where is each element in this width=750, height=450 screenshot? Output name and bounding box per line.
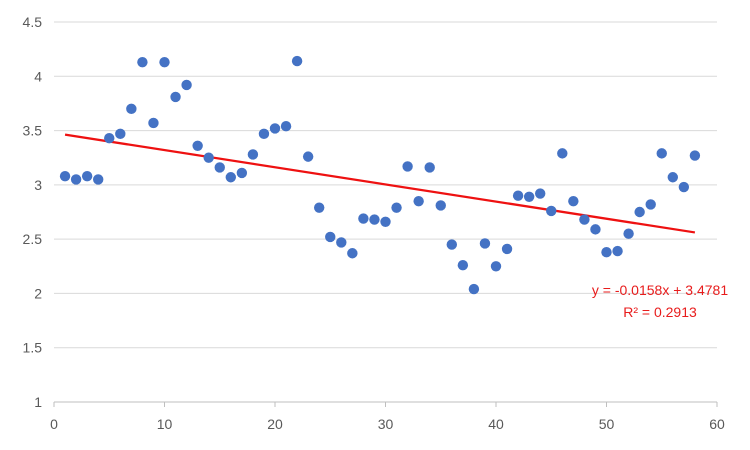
data-point-0-13 xyxy=(203,152,214,163)
data-point-0-26 xyxy=(347,248,358,259)
data-point-0-12 xyxy=(192,140,203,151)
data-point-0-37 xyxy=(468,283,480,295)
x-tick-label-50: 50 xyxy=(599,416,615,432)
data-point-0-44 xyxy=(546,205,557,217)
data-point-0-42 xyxy=(523,191,535,202)
data-point-0-7 xyxy=(137,56,148,68)
data-point-0-32 xyxy=(413,195,424,207)
data-point-0-56 xyxy=(678,181,690,193)
y-tick-label-1.5: 1.5 xyxy=(23,340,43,356)
data-point-0-43 xyxy=(535,188,546,199)
data-point-0-47 xyxy=(579,214,590,225)
data-points xyxy=(59,55,701,295)
data-point-0-6 xyxy=(126,103,137,115)
data-point-0-3 xyxy=(93,174,104,185)
data-point-0-11 xyxy=(181,79,192,91)
tick-labels: 1 1.5 2 2.5 3 3.5 4 4.5 0 10 20 30 40 50 60 xyxy=(23,14,725,432)
data-point-0-24 xyxy=(325,231,336,243)
data-point-0-1 xyxy=(70,174,82,185)
data-point-0-39 xyxy=(490,261,502,272)
r-squared-label: R² = 0.2913 xyxy=(623,304,697,320)
data-point-0-21 xyxy=(291,55,303,67)
x-tick-label-0: 0 xyxy=(50,416,58,432)
data-point-0-8 xyxy=(148,117,159,129)
trendline-equation: y = -0.0158x + 3.4781 xyxy=(592,282,728,298)
x-tick-label-60: 60 xyxy=(709,416,725,432)
y-tick-label-2: 2 xyxy=(34,285,42,301)
data-point-0-35 xyxy=(446,239,457,250)
data-point-0-28 xyxy=(369,214,380,225)
y-tick-label-4: 4 xyxy=(34,68,42,84)
data-point-0-48 xyxy=(590,224,601,235)
data-point-0-0 xyxy=(59,170,71,182)
data-point-0-29 xyxy=(380,216,391,227)
data-point-0-16 xyxy=(236,167,248,179)
data-point-0-34 xyxy=(435,200,446,211)
data-point-0-23 xyxy=(314,202,325,213)
data-point-0-15 xyxy=(225,172,236,183)
data-point-0-40 xyxy=(501,243,513,255)
trendline-layer xyxy=(64,133,696,234)
data-point-0-31 xyxy=(402,161,413,172)
data-point-0-22 xyxy=(302,151,314,162)
data-point-0-4 xyxy=(104,132,115,144)
data-point-0-36 xyxy=(457,260,469,271)
y-tick-label-3.5: 3.5 xyxy=(23,123,43,139)
data-point-0-41 xyxy=(512,190,524,201)
data-point-0-5 xyxy=(115,128,126,140)
data-point-0-53 xyxy=(645,199,656,210)
data-point-0-49 xyxy=(601,246,612,258)
data-point-0-46 xyxy=(568,195,579,207)
x-tick-label-40: 40 xyxy=(488,416,504,432)
y-tick-label-1: 1 xyxy=(34,394,42,410)
data-point-0-54 xyxy=(656,148,667,159)
y-tick-label-4.5: 4.5 xyxy=(23,14,43,30)
data-point-0-19 xyxy=(269,123,281,134)
data-point-0-38 xyxy=(479,238,491,249)
data-point-0-10 xyxy=(170,91,181,103)
data-point-0-57 xyxy=(689,150,701,161)
data-point-0-27 xyxy=(358,213,369,224)
data-point-0-20 xyxy=(280,121,292,132)
data-point-0-25 xyxy=(336,237,347,248)
data-point-0-51 xyxy=(623,228,634,239)
data-point-0-30 xyxy=(391,202,402,213)
gridlines xyxy=(54,21,717,349)
data-point-0-18 xyxy=(258,128,270,140)
x-tick-label-10: 10 xyxy=(157,416,173,432)
linear-trendline xyxy=(64,133,696,234)
x-tick-label-20: 20 xyxy=(267,416,283,432)
data-point-0-33 xyxy=(424,162,435,173)
data-point-0-2 xyxy=(81,170,93,182)
data-point-0-14 xyxy=(214,162,225,173)
data-point-0-17 xyxy=(247,149,259,160)
x-tick-label-30: 30 xyxy=(378,416,394,432)
data-point-0-45 xyxy=(557,148,568,159)
axes xyxy=(53,401,718,407)
y-tick-label-3: 3 xyxy=(34,177,42,193)
data-point-0-9 xyxy=(159,56,170,68)
y-tick-label-2.5: 2.5 xyxy=(23,231,43,247)
data-point-0-55 xyxy=(667,172,678,183)
data-point-0-52 xyxy=(634,206,645,218)
data-point-0-50 xyxy=(612,245,623,257)
